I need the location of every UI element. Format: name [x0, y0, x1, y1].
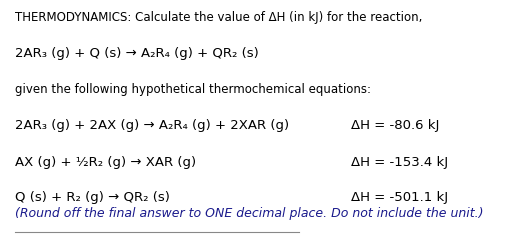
Text: AX (g) + ½R₂ (g) → XAR (g): AX (g) + ½R₂ (g) → XAR (g) — [15, 156, 197, 169]
Text: ΔH = -153.4 kJ: ΔH = -153.4 kJ — [351, 156, 448, 169]
Text: 2AR₃ (g) + Q (s) → A₂R₄ (g) + QR₂ (s): 2AR₃ (g) + Q (s) → A₂R₄ (g) + QR₂ (s) — [15, 47, 259, 60]
Text: (Round off the final answer to ONE decimal place. Do not include the unit.): (Round off the final answer to ONE decim… — [15, 207, 484, 220]
Text: 2AR₃ (g) + 2AX (g) → A₂R₄ (g) + 2XAR (g): 2AR₃ (g) + 2AX (g) → A₂R₄ (g) + 2XAR (g) — [15, 119, 289, 132]
Text: Q (s) + R₂ (g) → QR₂ (s): Q (s) + R₂ (g) → QR₂ (s) — [15, 191, 170, 204]
Text: given the following hypothetical thermochemical equations:: given the following hypothetical thermoc… — [15, 83, 372, 96]
Text: THERMODYNAMICS: Calculate the value of ΔH (in kJ) for the reaction,: THERMODYNAMICS: Calculate the value of Δ… — [15, 11, 423, 24]
Text: ΔH = -80.6 kJ: ΔH = -80.6 kJ — [351, 119, 439, 132]
Text: ΔH = -501.1 kJ: ΔH = -501.1 kJ — [351, 191, 448, 204]
